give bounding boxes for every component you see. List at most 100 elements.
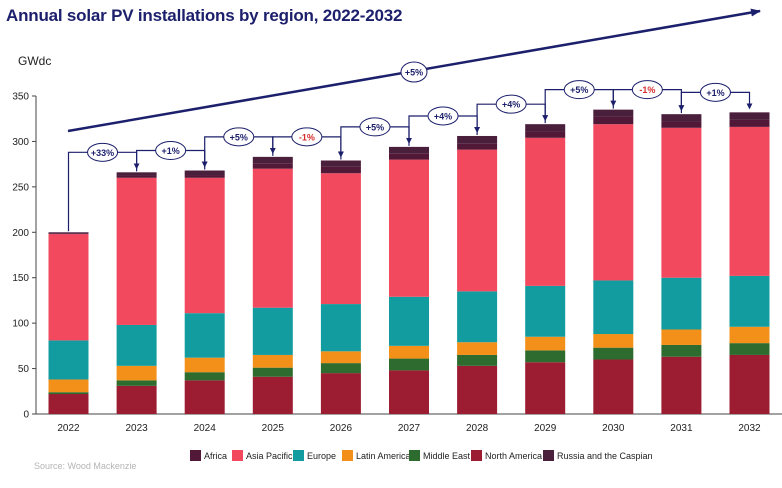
bar-segment-africa-2028 — [457, 143, 498, 150]
bar-segment-asia-pacific-2029 — [525, 137, 566, 286]
legend-swatch — [232, 450, 243, 461]
y-tick-label: 200 — [12, 228, 29, 239]
bar-segment-north-america-2030 — [593, 359, 634, 414]
growth-label: +4% — [502, 100, 520, 110]
bar-segment-africa-2027 — [389, 153, 429, 160]
bar-segment-latin-america-2023 — [116, 365, 157, 381]
bar-segment-europe-2025 — [252, 307, 293, 355]
y-axis-label: GWdc — [18, 54, 51, 68]
bar-segment-north-america-2032 — [729, 354, 770, 414]
bar-segment-asia-pacific-2024 — [184, 177, 225, 314]
bar-segment-north-america-2023 — [116, 385, 157, 414]
growth-badge — [699, 82, 731, 102]
y-tick-label: 50 — [18, 364, 30, 375]
legend-label: Africa — [204, 451, 227, 461]
growth-badge — [155, 141, 187, 161]
bar-segment-middle-east-2023 — [116, 380, 157, 386]
x-tick-label: 2029 — [534, 423, 557, 434]
legend-label: Latin America — [356, 451, 411, 461]
bar-segment-asia-pacific-2032 — [729, 126, 770, 276]
bar-segment-asia-pacific-2023 — [116, 177, 157, 325]
bar-segment-latin-america-2024 — [184, 357, 225, 373]
bar-segment-russia-and-the-caspian-2023 — [116, 172, 157, 176]
y-tick-label: 250 — [12, 182, 29, 193]
bar-segment-europe-2032 — [729, 275, 770, 327]
y-tick-label: 100 — [12, 319, 29, 330]
legend-label: Russia and the Caspian — [557, 451, 653, 461]
growth-badge — [495, 94, 527, 114]
bar-segment-asia-pacific-2031 — [661, 127, 702, 278]
growth-badge — [427, 106, 459, 126]
bar-segment-north-america-2027 — [389, 370, 429, 414]
legend-label: Middle East — [423, 451, 471, 461]
bar-segment-russia-and-the-caspian-2026 — [320, 160, 361, 167]
legend-label: Asia Pacific — [246, 451, 293, 461]
bar-segment-middle-east-2031 — [661, 344, 702, 357]
bar-segment-middle-east-2024 — [184, 372, 225, 381]
bar-segment-asia-pacific-2026 — [320, 173, 361, 305]
bar-segment-latin-america-2025 — [252, 354, 293, 368]
x-tick-label: 2031 — [670, 423, 693, 434]
bar-segment-asia-pacific-2028 — [457, 149, 498, 292]
x-tick-label: 2027 — [398, 423, 421, 434]
bar-segment-latin-america-2028 — [457, 342, 498, 355]
bar-segment-latin-america-2026 — [320, 351, 361, 364]
growth-badge — [359, 117, 391, 137]
bar-segment-africa-2022 — [48, 233, 89, 235]
bar-segment-north-america-2022 — [48, 394, 89, 414]
bar-segment-europe-2024 — [184, 313, 225, 358]
legend-label: North America — [485, 451, 542, 461]
bar-segment-russia-and-the-caspian-2030 — [593, 109, 634, 117]
legend-swatch — [471, 450, 482, 461]
bar-segment-russia-and-the-caspian-2027 — [389, 146, 429, 154]
x-tick-label: 2028 — [466, 423, 489, 434]
x-tick-label: 2023 — [125, 423, 148, 434]
bar-segment-russia-and-the-caspian-2024 — [184, 170, 225, 176]
legend-label: Europe — [307, 451, 336, 461]
legend-swatch — [293, 450, 304, 461]
bar-segment-asia-pacific-2022 — [48, 234, 89, 341]
y-tick-label: 300 — [12, 137, 29, 148]
bar-segment-africa-2031 — [661, 121, 702, 128]
trend-label: +5% — [405, 68, 423, 78]
bar-segment-north-america-2025 — [252, 376, 293, 414]
y-tick-label: 350 — [12, 92, 29, 103]
bar-segment-latin-america-2032 — [729, 326, 770, 344]
bar-segment-north-america-2026 — [320, 373, 361, 414]
bar-segment-europe-2030 — [593, 280, 634, 335]
bar-segment-middle-east-2029 — [525, 350, 566, 363]
bar-segment-africa-2029 — [525, 131, 566, 138]
bar-segment-latin-america-2030 — [593, 334, 634, 348]
bar-segment-russia-and-the-caspian-2031 — [661, 114, 702, 122]
source-note: Source: Wood Mackenzie — [34, 461, 137, 471]
bar-segment-middle-east-2026 — [320, 363, 361, 374]
bar-segment-europe-2028 — [457, 291, 498, 343]
x-tick-label: 2032 — [738, 423, 761, 434]
bar-segment-europe-2022 — [48, 340, 89, 380]
bar-segment-middle-east-2025 — [252, 367, 293, 377]
growth-label: +4% — [434, 111, 452, 121]
legend-swatch — [190, 450, 201, 461]
growth-badge — [87, 142, 119, 162]
chart-title: Annual solar PV installations by region,… — [6, 6, 403, 25]
bar-segment-latin-america-2029 — [525, 336, 566, 351]
trend-badge — [400, 61, 428, 83]
growth-badge — [563, 80, 595, 100]
bar-segment-asia-pacific-2027 — [389, 159, 429, 297]
growth-label: +5% — [570, 85, 588, 95]
growth-label: +1% — [162, 146, 180, 156]
bar-segment-middle-east-2032 — [729, 343, 770, 355]
bar-segment-europe-2023 — [116, 324, 157, 366]
x-tick-label: 2025 — [262, 423, 285, 434]
bar-segment-africa-2023 — [116, 175, 157, 178]
bar-segment-africa-2030 — [593, 116, 634, 125]
bar-segment-africa-2026 — [320, 166, 361, 174]
legend-swatch — [342, 450, 353, 461]
bar-segment-north-america-2029 — [525, 362, 566, 414]
growth-badge — [223, 127, 255, 147]
x-tick-label: 2030 — [602, 423, 625, 434]
bar-segment-russia-and-the-caspian-2032 — [729, 112, 770, 120]
bar-segment-north-america-2028 — [457, 365, 498, 414]
bar-segment-middle-east-2027 — [389, 358, 429, 371]
